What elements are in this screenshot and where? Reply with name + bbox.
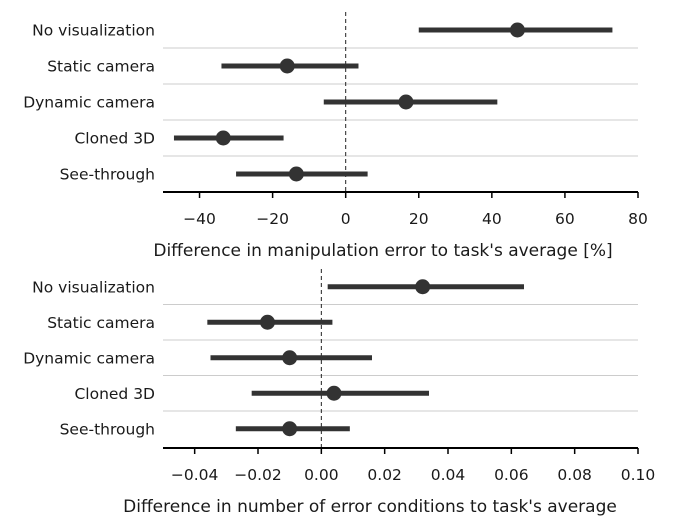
x-tick-label: 0.06 (494, 466, 529, 484)
category-label: Static camera (47, 314, 155, 332)
mean-point (279, 58, 295, 74)
x-tick-label: −0.02 (234, 466, 282, 484)
category-label: No visualization (32, 278, 155, 296)
mean-point (326, 385, 342, 401)
mean-point (282, 350, 298, 366)
mean-point (415, 279, 431, 295)
category-label: Dynamic camera (23, 94, 155, 112)
panel-error-conditions: No visualization Static camera Dynamic cam… (23, 269, 655, 517)
category-label: No visualization (32, 22, 155, 40)
x-tick-label: −0.04 (171, 466, 219, 484)
x-tick-label: 60 (555, 210, 575, 228)
mean-point (509, 22, 525, 38)
x-tick-label: 0.04 (431, 466, 466, 484)
x-tick-label: 0.02 (367, 466, 402, 484)
category-label: Cloned 3D (74, 385, 155, 403)
x-tick-label: −20 (256, 210, 289, 228)
category-label: See-through (60, 420, 155, 438)
mean-point (215, 130, 231, 146)
x-tick-label: −40 (183, 210, 216, 228)
x-tick-label: 40 (482, 210, 502, 228)
category-label: See-through (60, 166, 155, 184)
x-tick-label: 20 (409, 210, 429, 228)
x-tick-label: 80 (628, 210, 648, 228)
category-label: Static camera (47, 58, 155, 76)
panel-manipulation-error: No visualization Static camera Dynamic cam… (23, 12, 648, 261)
x-tick-label: 0.10 (621, 466, 656, 484)
x-axis-label: Difference in manipulation error to task… (153, 241, 612, 261)
category-label: Dynamic camera (23, 349, 155, 367)
mean-point (282, 421, 298, 437)
x-tick-label: 0.00 (304, 466, 339, 484)
x-tick-label: 0 (341, 210, 351, 228)
mean-point (288, 166, 304, 182)
mean-point (260, 314, 275, 330)
mean-point (398, 94, 414, 110)
x-axis-label: Difference in number of error conditions… (123, 497, 617, 517)
category-label: Cloned 3D (74, 130, 155, 148)
x-tick-label: 0.08 (557, 466, 592, 484)
